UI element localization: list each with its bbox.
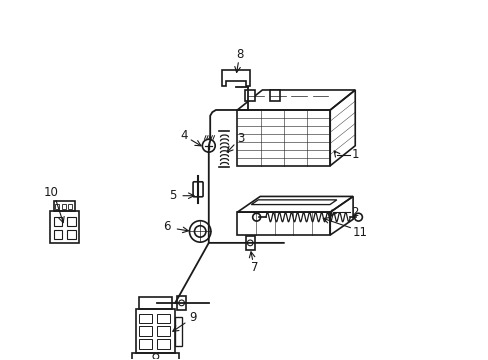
Text: 10: 10 [44,186,59,199]
Polygon shape [269,90,279,101]
Bar [68,203,72,209]
Text: 2: 2 [351,206,358,219]
Bar [67,230,76,239]
Polygon shape [244,90,255,101]
Bar [245,236,254,250]
Bar [54,230,62,239]
Text: 4: 4 [180,129,187,142]
Bar [157,339,170,348]
Bar [139,314,152,323]
Bar [54,217,62,226]
Bar [55,203,60,209]
Text: 7: 7 [250,261,258,274]
Text: 11: 11 [352,226,367,239]
Bar [177,296,185,310]
Bar [139,327,152,336]
Bar [139,339,152,348]
Text: 1: 1 [351,148,358,162]
Text: 6: 6 [163,220,171,233]
Text: 3: 3 [237,132,244,145]
Text: 5: 5 [169,189,176,202]
Text: 8: 8 [236,49,244,62]
Bar [157,314,170,323]
Text: 9: 9 [189,311,196,324]
Bar [157,327,170,336]
Bar [67,217,76,226]
Bar [61,203,66,209]
